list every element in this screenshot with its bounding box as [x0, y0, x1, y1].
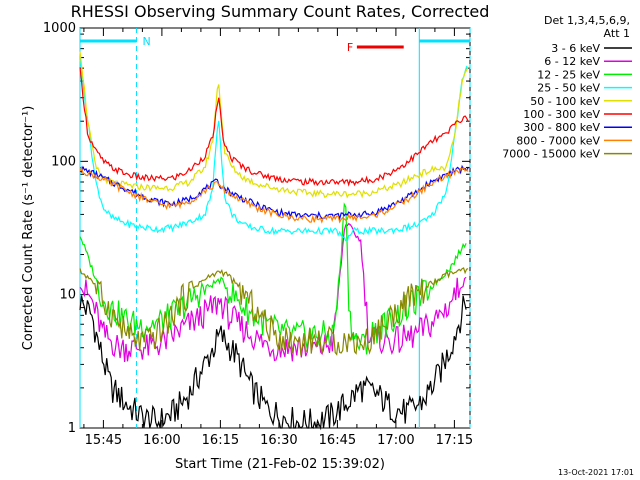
legend-detector-header: Det 1,3,4,5,6,9, [544, 14, 630, 27]
legend-entry-label: 800 - 7000 keV [516, 134, 600, 147]
x-axis-label: Start Time (21-Feb-02 15:39:02) [175, 457, 385, 472]
legend-entry-label: 50 - 100 keV [530, 95, 600, 108]
series-line [79, 222, 467, 363]
y-tick-label: 1 [68, 421, 76, 436]
legend-attenuator-header: Att 1 [604, 27, 630, 40]
x-tick-label: 16:30 [260, 433, 297, 448]
legend-entry-label: 6 - 12 keV [544, 55, 600, 68]
legend-entry-label: 12 - 25 keV [537, 68, 600, 81]
footer-timestamp: 13-Oct-2021 17:01 [558, 468, 634, 477]
legend-entry-label: 3 - 6 keV [551, 42, 600, 55]
legend-entry-label: 300 - 800 keV [523, 121, 600, 134]
y-tick-label: 1000 [43, 21, 76, 36]
legend-entry-label: 25 - 50 keV [537, 82, 600, 95]
legend-entry-label: 100 - 300 keV [523, 108, 600, 121]
series-line [79, 67, 469, 187]
x-tick-label: 17:15 [436, 433, 473, 448]
y-axis-label: Corrected Count Rate (s⁻¹ detector⁻¹) [21, 106, 36, 351]
series-line [79, 59, 469, 243]
x-tick-label: 15:45 [85, 433, 122, 448]
y-tick-label: 100 [51, 154, 76, 169]
series-group [79, 51, 469, 431]
chart-title: RHESSI Observing Summary Count Rates, Co… [71, 2, 490, 21]
y-axis: 1 10 100 1000 [43, 21, 470, 436]
x-tick-label: 16:45 [319, 433, 356, 448]
x-tick-label: 16:15 [202, 433, 239, 448]
x-tick-label: 16:00 [143, 433, 180, 448]
x-tick-label: 17:00 [377, 433, 414, 448]
night-label: N [143, 35, 151, 48]
flare-label: F [347, 41, 353, 54]
legend-entry-label: 7000 - 15000 keV [502, 148, 600, 161]
series-line [79, 295, 467, 431]
series-line [79, 51, 469, 199]
x-axis: 15:45 16:00 16:15 16:30 16:45 17:00 17:15 [83, 28, 473, 448]
y-tick-label: 10 [59, 288, 76, 303]
series-line [79, 267, 469, 356]
series-line [79, 165, 469, 224]
